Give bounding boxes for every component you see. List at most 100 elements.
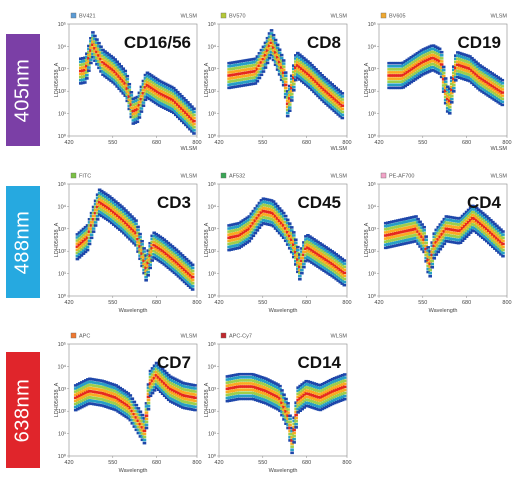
- heatmap-cell: [433, 57, 438, 61]
- heatmap-cell: [488, 92, 492, 96]
- heatmap-cell: [418, 223, 422, 227]
- heatmap-cell: [423, 65, 428, 69]
- heatmap-cell: [397, 86, 402, 90]
- heatmap-cell: [231, 67, 235, 70]
- heatmap-cell: [398, 243, 402, 247]
- heatmap-cell: [257, 55, 262, 58]
- heatmap-cell: [153, 83, 158, 86]
- heatmap-cell: [296, 54, 300, 58]
- heatmap-cell: [448, 218, 453, 222]
- heatmap-cell: [148, 385, 153, 388]
- heatmap-cell: [95, 41, 99, 44]
- heatmap-cell: [139, 104, 144, 107]
- heatmap-cell: [396, 243, 400, 247]
- heatmap-cell: [328, 81, 332, 84]
- heatmap-cell: [142, 259, 146, 263]
- heatmap-cell: [330, 89, 334, 92]
- heatmap-cell: [163, 85, 168, 89]
- heatmap-cell: [294, 426, 298, 429]
- heatmap-cell: [177, 391, 181, 395]
- heatmap-cell: [487, 238, 491, 242]
- heatmap-cell: [393, 71, 397, 74]
- heatmap-cell: [427, 45, 432, 49]
- heatmap-cell: [415, 70, 420, 74]
- heatmap-cell: [326, 404, 331, 408]
- heatmap-cell: [233, 238, 237, 241]
- heatmap-cell: [285, 111, 290, 115]
- heatmap-cell: [423, 53, 428, 57]
- heatmap-cell: [411, 79, 416, 82]
- heatmap-cell: [269, 217, 274, 221]
- heatmap-cell: [128, 418, 133, 422]
- heatmap-cell: [93, 43, 97, 47]
- heatmap-cell: [109, 64, 113, 67]
- heatmap-cell: [107, 198, 112, 201]
- heatmap-cell: [442, 230, 447, 233]
- heatmap-cell: [318, 263, 322, 267]
- heatmap-cell: [398, 218, 402, 222]
- heatmap-cell: [267, 50, 272, 54]
- heatmap-cell: [187, 398, 191, 401]
- heatmap-cell: [80, 402, 84, 406]
- heatmap-cell: [261, 54, 266, 58]
- heatmap-cell: [148, 251, 152, 254]
- heatmap-cell: [288, 432, 292, 436]
- heatmap-cell: [286, 417, 290, 421]
- heatmap-cell: [170, 251, 175, 254]
- heatmap-cell: [326, 401, 331, 405]
- heatmap-cell: [478, 67, 482, 70]
- heatmap-cell: [464, 69, 468, 72]
- heatmap-cell: [385, 233, 390, 237]
- heatmap-cell: [182, 280, 187, 284]
- heatmap-cell: [289, 86, 294, 90]
- heatmap-cell: [159, 96, 164, 99]
- heatmap-cell: [185, 385, 189, 389]
- heatmap-cell: [239, 385, 244, 388]
- heatmap-cell: [489, 234, 493, 237]
- heatmap-cell: [298, 271, 302, 275]
- plot-panel-2: BV605 WLSM 10⁵ 10⁴ 10³ 10² 10¹ 10⁰ LDH05/638_A 42…: [363, 10, 519, 162]
- heatmap-cell: [294, 263, 298, 266]
- heatmap-cell: [279, 75, 284, 78]
- heatmap-cell: [265, 52, 270, 55]
- heatmap-cell: [146, 267, 150, 271]
- heatmap-cell: [127, 98, 132, 101]
- heatmap-cell: [493, 238, 497, 241]
- heatmap-cell: [462, 65, 466, 69]
- heatmap-cell: [456, 220, 461, 223]
- heatmap-cell: [411, 67, 416, 70]
- heatmap-cell: [91, 221, 96, 224]
- heatmap-cell: [480, 90, 484, 93]
- heatmap-cell: [235, 72, 239, 76]
- heatmap-cell: [456, 226, 461, 230]
- heatmap-cell: [498, 89, 503, 93]
- heatmap-cell: [146, 383, 151, 386]
- heatmap-cell: [320, 95, 324, 99]
- heatmap-cell: [324, 380, 329, 384]
- heatmap-cell: [320, 252, 324, 256]
- heatmap-cell: [470, 60, 474, 63]
- heatmap-cell: [332, 254, 336, 258]
- heatmap-cell: [430, 241, 435, 244]
- heatmap-cell: [433, 60, 438, 64]
- heatmap-cell: [414, 224, 418, 228]
- heatmap-cell: [466, 211, 471, 215]
- heatmap-cell: [412, 215, 416, 219]
- heatmap-cell: [81, 240, 86, 243]
- heatmap-cell: [121, 85, 126, 89]
- heatmap-cell: [316, 91, 320, 95]
- heatmap-cell: [445, 100, 450, 104]
- heatmap-cell: [145, 90, 150, 93]
- heatmap-cell: [109, 215, 114, 219]
- heatmap-cell: [334, 271, 339, 275]
- heatmap-cell: [328, 99, 332, 103]
- heatmap-cell: [279, 78, 284, 82]
- heatmap-cell: [162, 238, 167, 242]
- heatmap-cell: [83, 78, 87, 81]
- heatmap-cell: [176, 265, 181, 269]
- heatmap-cell: [330, 387, 335, 390]
- heatmap-cell: [259, 382, 264, 385]
- heatmap-cell: [257, 204, 262, 208]
- heatmap-cell: [103, 201, 108, 205]
- heatmap-cell: [443, 77, 448, 80]
